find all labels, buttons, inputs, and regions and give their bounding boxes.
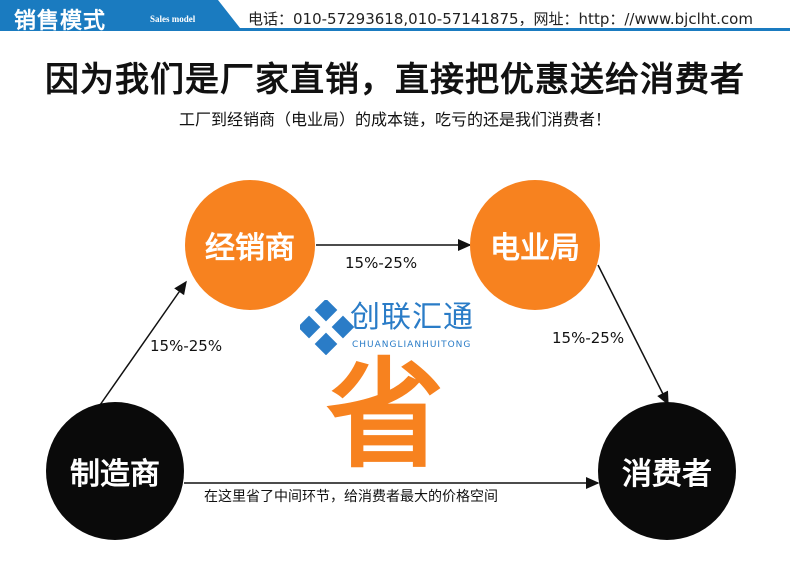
node-manufacturer: 制造商 <box>46 402 184 540</box>
subheadline: 工厂到经销商（电业局）的成本链，吃亏的还是我们消费者！ <box>178 110 611 129</box>
node-power-bureau: 电业局 <box>470 180 600 310</box>
node-distributor: 经销商 <box>185 180 315 310</box>
edge-label-right: 15%-25% <box>552 329 625 347</box>
node-consumer: 消费者 <box>598 402 736 540</box>
arrow-manufacturer-distributor <box>99 280 187 406</box>
section-subtitle: Sales model <box>150 14 196 24</box>
contact-info: 电话：010-57293618,010-57141875，网址：http：//w… <box>248 10 753 28</box>
watermark-pinyin: CHUANGLIANHUITONG <box>352 340 472 350</box>
edge-label-direct: 在这里省了中间环节，给消费者最大的价格空间 <box>204 489 498 505</box>
arrow-bureau-consumer <box>597 264 669 406</box>
header-bar <box>0 0 790 31</box>
edge-label-top: 15%-25% <box>345 254 418 272</box>
headline: 因为我们是厂家直销，直接把优惠送给消费者 <box>45 60 745 100</box>
section-title: 销售模式 <box>14 9 107 34</box>
watermark-logo-icon <box>300 300 355 355</box>
edge-label-left: 15%-25% <box>150 337 223 355</box>
save-character: 省 <box>326 346 445 484</box>
watermark-text: 创联汇通 <box>350 300 474 335</box>
